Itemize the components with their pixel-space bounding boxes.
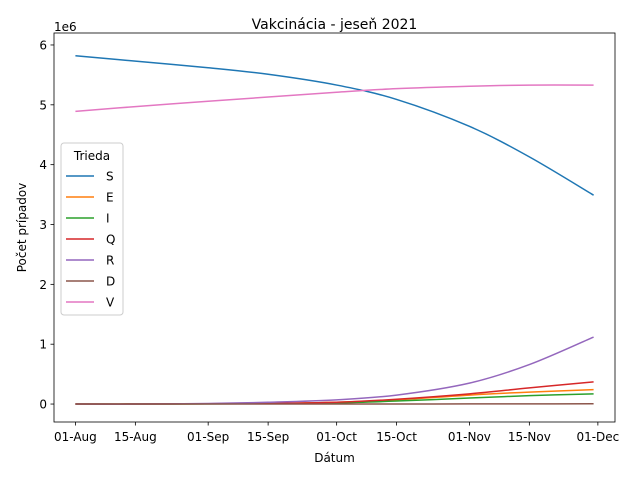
y-tick-label: 0 <box>39 398 47 412</box>
x-tick-label: 01-Sep <box>187 430 229 444</box>
y-tick-label: 4 <box>39 158 47 172</box>
legend-label-v: V <box>106 296 115 310</box>
x-axis-label: Dátum <box>314 451 355 465</box>
legend-label-s: S <box>106 170 114 184</box>
x-tick-label: 15-Aug <box>114 430 157 444</box>
chart-title: Vakcinácia - jeseň 2021 <box>252 17 418 33</box>
y-tick-label: 5 <box>39 98 47 112</box>
legend-label-r: R <box>106 254 114 268</box>
legend-label-e: E <box>106 191 114 205</box>
x-tick-label: 01-Aug <box>54 430 97 444</box>
y-tick-label: 1 <box>39 338 47 352</box>
y-tick-label: 2 <box>39 278 47 292</box>
y-tick-label: 3 <box>39 218 47 232</box>
x-tick-label: 01-Oct <box>316 430 357 444</box>
x-tick-label: 01-Dec <box>576 430 619 444</box>
y-offset-text: 1e6 <box>54 20 77 34</box>
x-tick-label: 01-Nov <box>448 430 491 444</box>
y-tick-label: 6 <box>39 38 47 52</box>
legend-box <box>61 143 123 315</box>
x-tick-label: 15-Sep <box>247 430 289 444</box>
x-tick-label: 15-Nov <box>508 430 551 444</box>
legend-label-d: D <box>106 275 115 289</box>
legend-label-i: I <box>106 212 110 226</box>
x-tick-label: 15-Oct <box>376 430 417 444</box>
y-axis-label: Počet prípadov <box>15 183 29 273</box>
legend-label-q: Q <box>106 233 115 247</box>
legend-title: Trieda <box>73 149 110 163</box>
